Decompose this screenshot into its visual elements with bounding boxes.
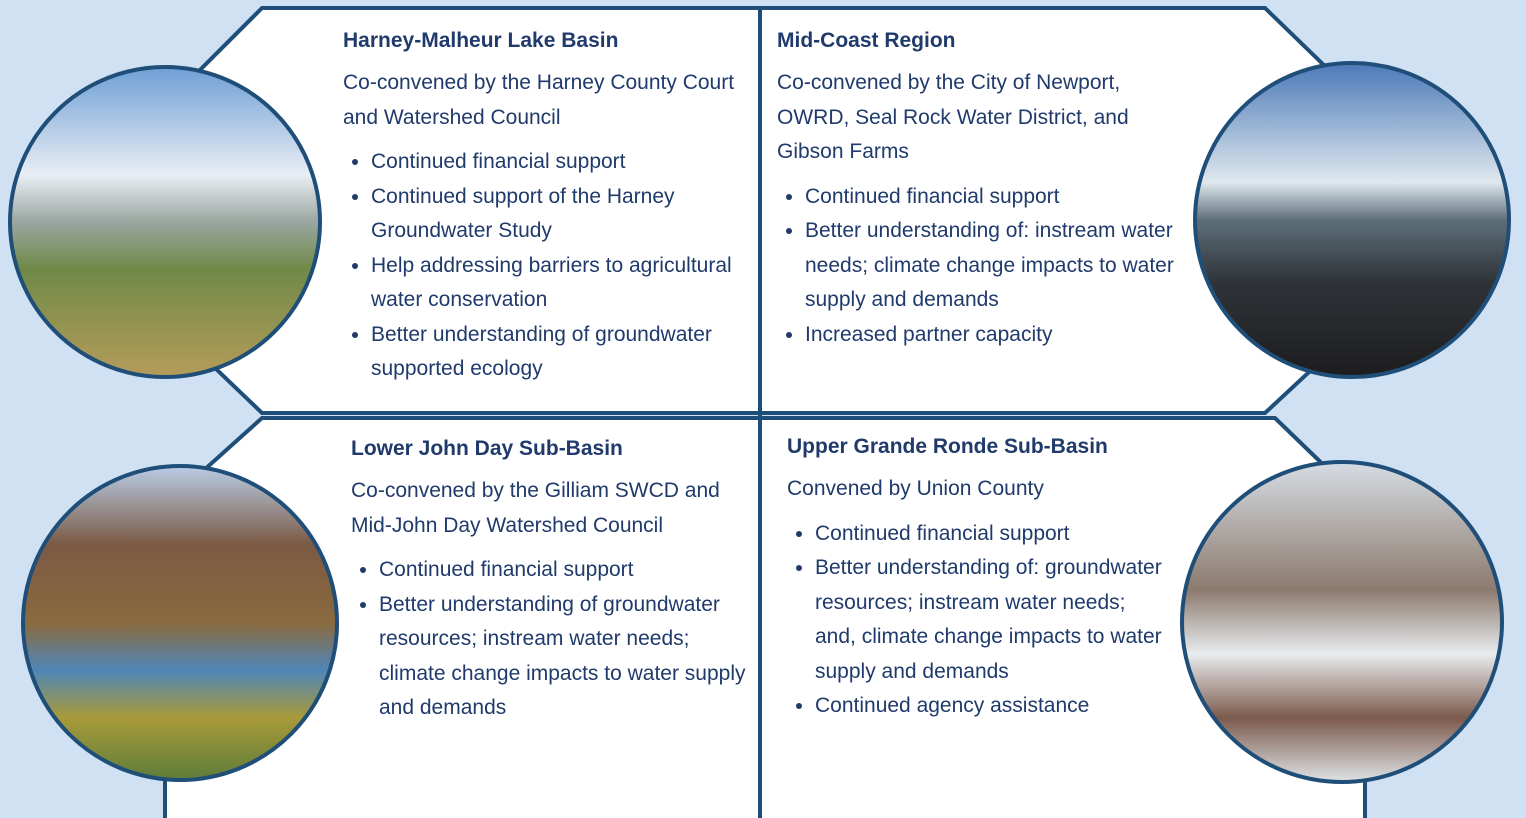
panel-title: Upper Grande Ronde Sub-Basin — [787, 432, 1162, 462]
bullet: Continued financial support — [379, 553, 751, 588]
panel-title: Mid-Coast Region — [777, 26, 1177, 56]
bullet-list: Continued financial supportBetter unders… — [351, 553, 751, 726]
convened-by: Co-convened by the City of Newport, OWRD… — [777, 66, 1177, 170]
panel-title: Harney-Malheur Lake Basin — [343, 26, 755, 56]
bullet: Continued financial support — [371, 145, 755, 180]
panel: Harney-Malheur Lake Basin Co-convened by … — [343, 26, 755, 387]
bullet: Better understanding of groundwater supp… — [371, 318, 755, 387]
photo-johnday — [23, 466, 337, 780]
page: {"panels": [ {"title": "Harney-Malheur L… — [0, 0, 1526, 818]
panel: Lower John Day Sub-Basin Co-convened by t… — [351, 434, 751, 726]
bullet-list: Continued financial supportBetter unders… — [787, 517, 1162, 724]
bullet: Continued support of the Harney Groundwa… — [371, 180, 755, 249]
bullet: Increased partner capacity — [805, 318, 1177, 353]
bullet: Continued financial support — [815, 517, 1162, 552]
convened-by: Co-convened by the Gilliam SWCD and Mid-… — [351, 474, 751, 543]
convened-by: Convened by Union County — [787, 472, 1162, 507]
panel: Upper Grande Ronde Sub-Basin Convened by … — [787, 432, 1162, 724]
panel: Mid-Coast Region Co-convened by the City … — [777, 26, 1177, 352]
photo-granderonde — [1182, 462, 1502, 782]
bullet: Better understanding of: groundwater res… — [815, 551, 1162, 689]
convened-by: Co-convened by the Harney County Court a… — [343, 66, 755, 135]
bullet-list: Continued financial supportContinued sup… — [343, 145, 755, 387]
bullet: Continued agency assistance — [815, 689, 1162, 724]
bullet: Better understanding of groundwater reso… — [379, 588, 751, 726]
background-shapes — [0, 0, 1526, 818]
photo-midcoast — [1195, 63, 1509, 377]
bullet: Better understanding of: instream water … — [805, 214, 1177, 318]
bullet: Help addressing barriers to agricultural… — [371, 249, 755, 318]
panel-title: Lower John Day Sub-Basin — [351, 434, 751, 464]
bullet-list: Continued financial supportBetter unders… — [777, 180, 1177, 353]
photo-harney — [10, 67, 320, 377]
bullet: Continued financial support — [805, 180, 1177, 215]
